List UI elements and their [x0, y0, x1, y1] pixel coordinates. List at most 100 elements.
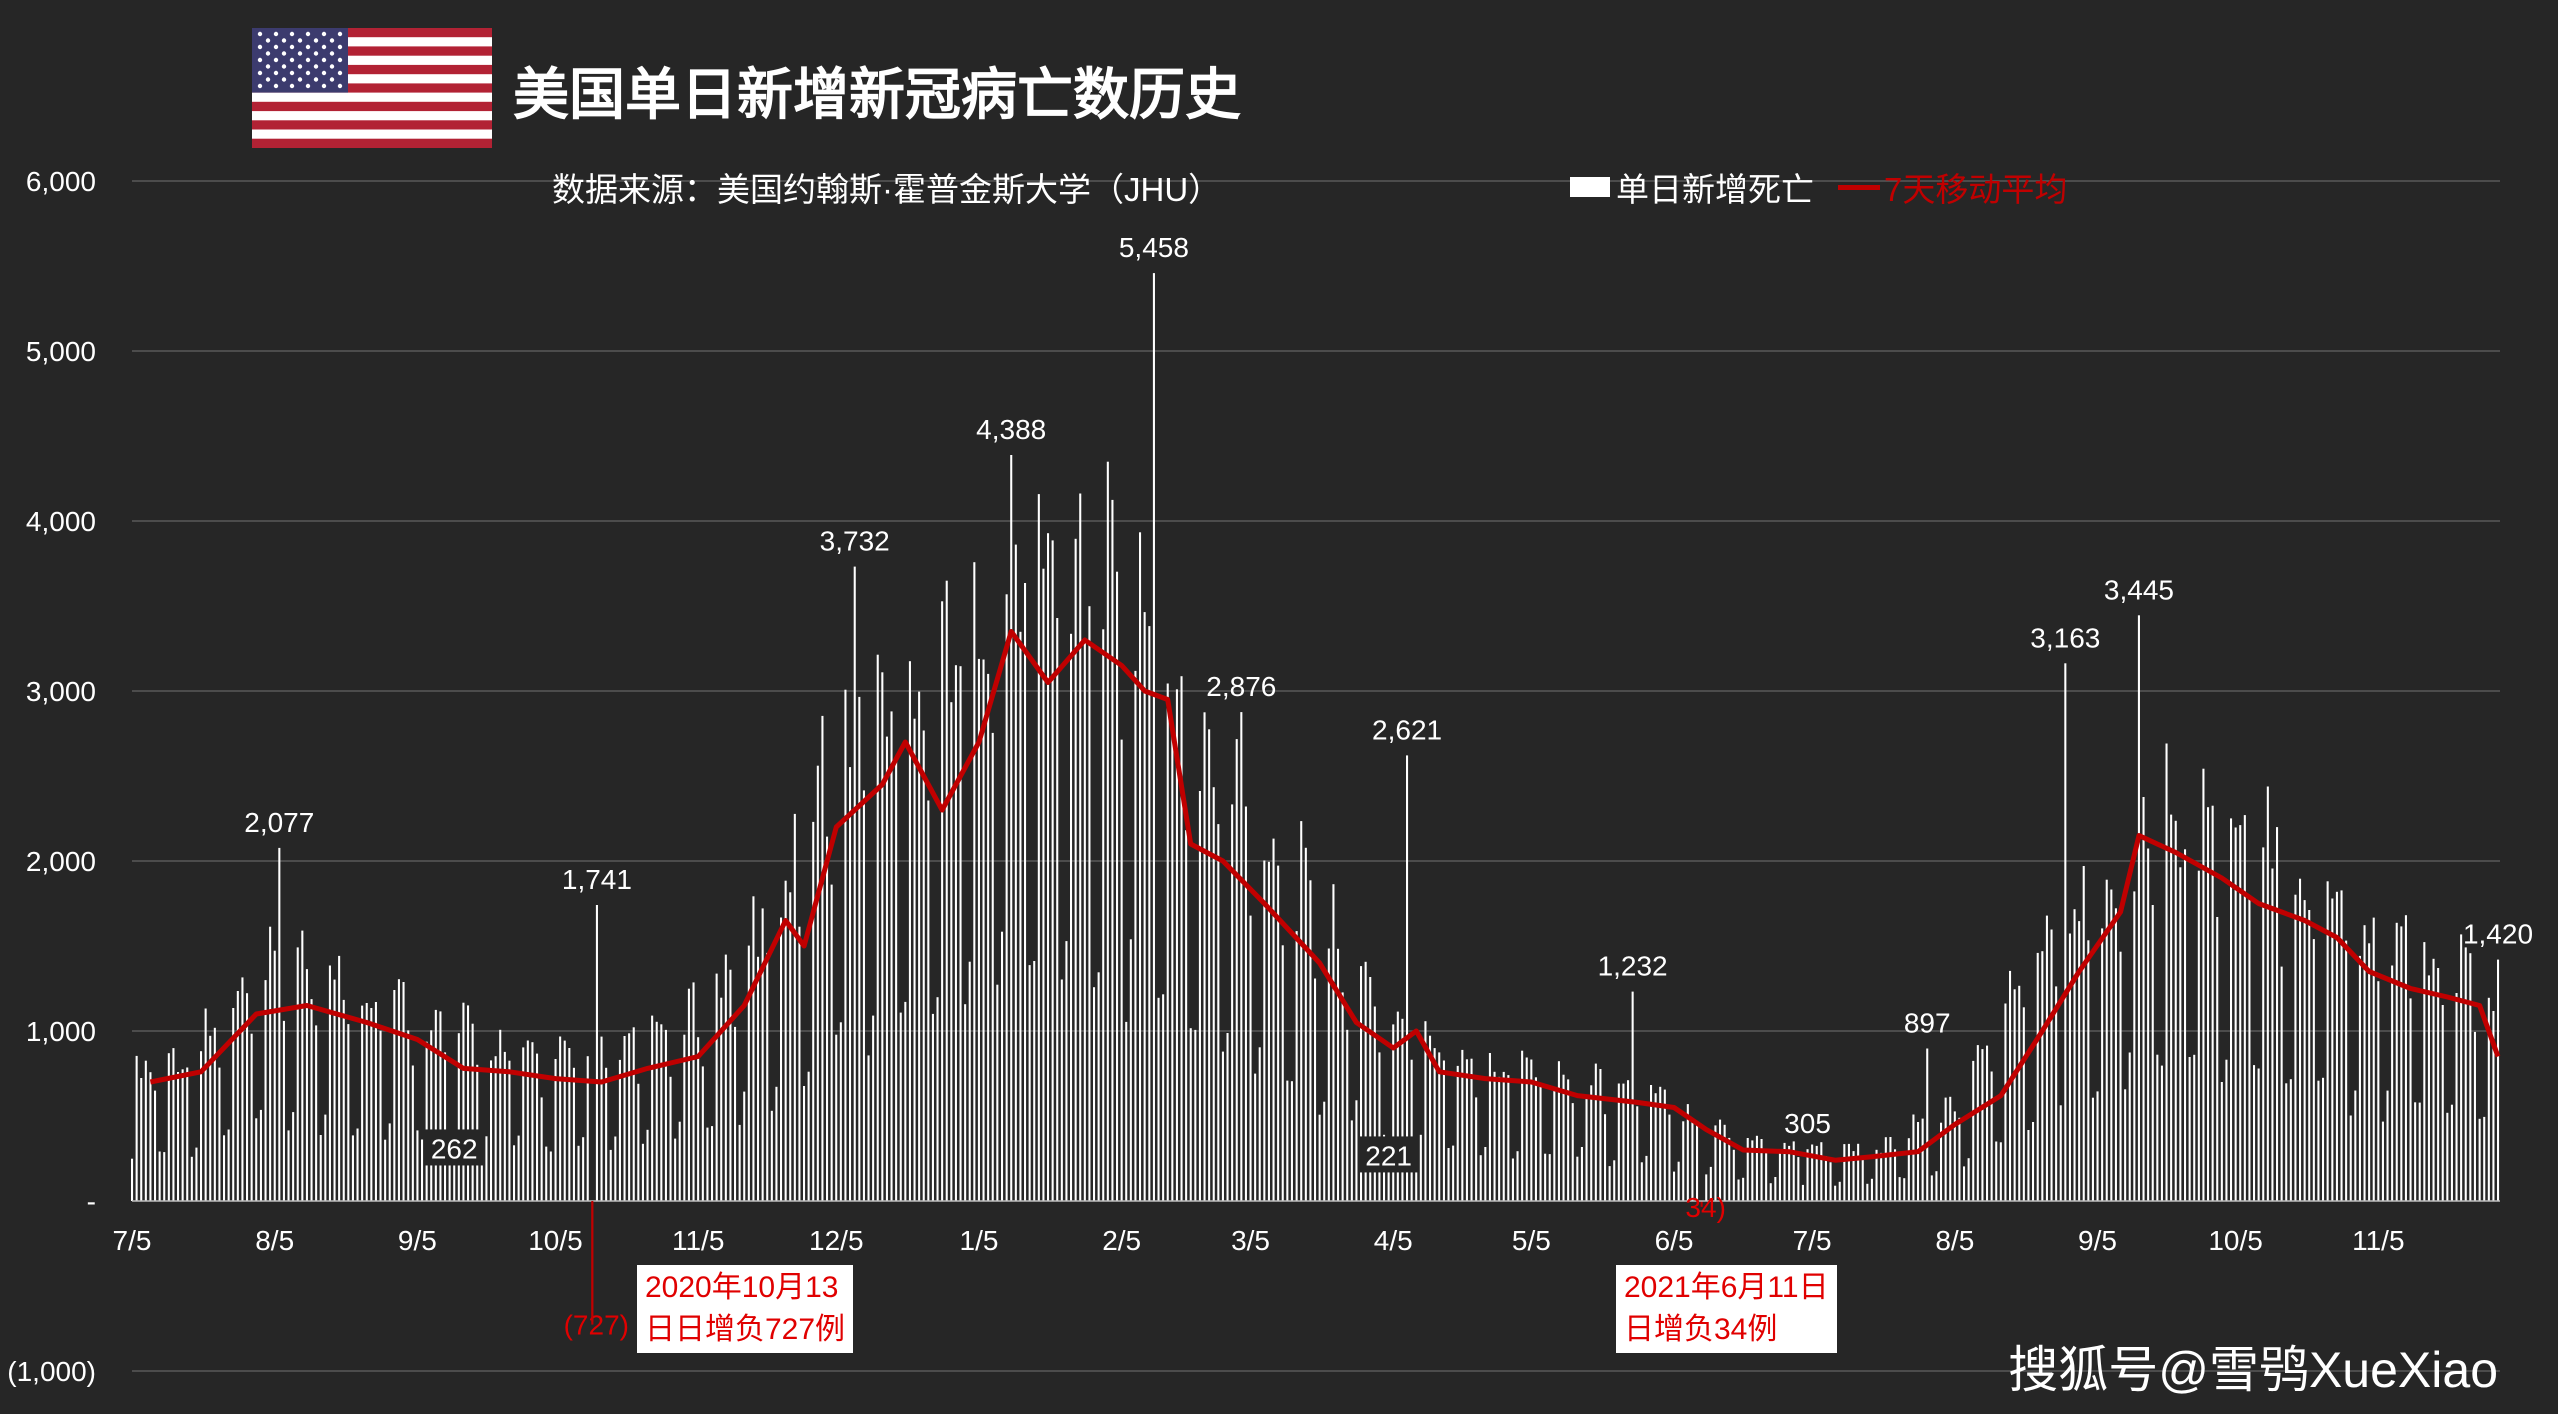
daily-deaths-bar	[743, 1091, 746, 1201]
x-tick-label: 8/5	[255, 1225, 294, 1256]
daily-deaths-bar	[1419, 1134, 1422, 1201]
daily-deaths-bar	[1673, 1171, 1676, 1201]
daily-deaths-bar	[2073, 909, 2076, 1201]
daily-deaths-bar	[1162, 994, 1165, 1201]
flag-star	[321, 83, 327, 89]
daily-deaths-bar	[1502, 1071, 1505, 1201]
daily-deaths-bar	[1700, 1201, 1703, 1207]
daily-deaths-bar	[1976, 1045, 1979, 1201]
daily-deaths-bar	[729, 969, 732, 1201]
daily-deaths-bar	[2239, 825, 2242, 1201]
daily-deaths-bar	[1889, 1137, 1892, 1201]
daily-deaths-bar	[1470, 1058, 1473, 1201]
daily-deaths-bar	[1047, 533, 1050, 1201]
daily-deaths-bar	[876, 654, 879, 1201]
daily-deaths-bar	[503, 1051, 506, 1201]
daily-deaths-bar	[1221, 1051, 1224, 1201]
daily-deaths-bar	[1967, 1158, 1970, 1201]
x-tick-label: 9/5	[2078, 1225, 2117, 1256]
daily-deaths-bar	[2197, 870, 2200, 1201]
data-label: 897	[1904, 1008, 1951, 1039]
daily-deaths-bar	[2128, 1052, 2131, 1201]
daily-deaths-bar	[885, 736, 888, 1201]
daily-deaths-bar	[2096, 1091, 2099, 1201]
daily-deaths-bar	[236, 991, 239, 1201]
daily-deaths-bar	[1926, 1048, 1929, 1201]
flag-star	[321, 57, 327, 63]
daily-deaths-bar	[2207, 807, 2210, 1201]
daily-deaths-bar	[471, 1023, 474, 1201]
daily-deaths-bar	[1921, 1118, 1924, 1201]
daily-deaths-bar	[1852, 1151, 1855, 1201]
daily-deaths-bar	[2036, 952, 2039, 1201]
watermark: 搜狐号@雪鸮XueXiao	[2008, 1342, 2498, 1398]
daily-deaths-bar	[2358, 955, 2361, 1201]
data-label: 34)	[1685, 1192, 1725, 1223]
daily-deaths-bar	[131, 1158, 134, 1201]
daily-deaths-bar	[526, 1040, 529, 1201]
daily-deaths-bar	[407, 1030, 410, 1201]
daily-deaths-bar	[826, 836, 829, 1201]
daily-deaths-bar	[370, 1008, 373, 1201]
flag-star	[313, 64, 319, 69]
data-label-box	[1358, 1136, 1419, 1173]
data-label: 305	[1784, 1108, 1831, 1139]
daily-deaths-bar	[2354, 1090, 2357, 1201]
y-tick-label: 2,000	[26, 846, 96, 877]
daily-deaths-bar	[1723, 1124, 1726, 1201]
daily-deaths-bar	[862, 790, 865, 1201]
daily-deaths-bar	[2078, 921, 2081, 1201]
daily-deaths-bar	[775, 1086, 778, 1201]
daily-deaths-bar	[1281, 945, 1284, 1201]
daily-deaths-bar	[798, 926, 801, 1201]
daily-deaths-bar	[1185, 830, 1188, 1201]
daily-deaths-bar	[2064, 663, 2067, 1201]
daily-deaths-bar	[1935, 1171, 1938, 1201]
flag-star	[297, 64, 303, 69]
daily-deaths-bar	[1406, 755, 1409, 1201]
daily-deaths-bar	[2160, 1065, 2163, 1201]
flag-star	[305, 44, 311, 50]
daily-deaths-bar	[2303, 900, 2306, 1201]
daily-deaths-bar	[605, 1067, 608, 1201]
daily-deaths-bar	[421, 1139, 424, 1201]
daily-deaths-bar	[200, 1051, 203, 1201]
daily-deaths-bar	[1797, 1157, 1800, 1201]
daily-deaths-bar	[2363, 925, 2366, 1201]
daily-deaths-bar	[1461, 1049, 1464, 1201]
daily-deaths-bar	[2045, 915, 2048, 1201]
daily-deaths-bar	[1958, 1117, 1961, 1201]
daily-deaths-bar	[1953, 1111, 1956, 1201]
daily-deaths-bar	[987, 673, 990, 1201]
daily-deaths-bar	[2441, 1005, 2444, 1201]
daily-deaths-bar	[2427, 975, 2430, 1201]
daily-deaths-bar	[361, 1005, 364, 1201]
daily-deaths-bar	[2124, 1089, 2127, 1201]
x-tick-label: 11/5	[672, 1225, 724, 1256]
daily-deaths-bar	[1709, 1166, 1712, 1201]
daily-deaths-bar	[2257, 1068, 2260, 1201]
daily-deaths-bar	[1369, 977, 1372, 1201]
flag-star	[281, 51, 287, 56]
daily-deaths-bar	[2326, 881, 2329, 1201]
daily-deaths-bar	[1866, 1183, 1869, 1201]
daily-deaths-bar	[941, 601, 944, 1201]
daily-deaths-bar	[687, 988, 690, 1201]
daily-deaths-bar	[1116, 571, 1119, 1201]
daily-deaths-bar	[1093, 987, 1096, 1201]
daily-deaths-bar	[1760, 1139, 1763, 1201]
daily-deaths-bar	[1129, 939, 1132, 1201]
flag-star	[273, 83, 279, 89]
flag-star	[321, 44, 327, 50]
daily-deaths-bar	[1231, 804, 1234, 1201]
daily-deaths-bar	[1705, 1174, 1708, 1201]
daily-deaths-bar	[895, 759, 898, 1201]
data-label: 1,232	[1598, 951, 1668, 982]
daily-deaths-bar	[2234, 827, 2237, 1201]
daily-deaths-bar	[1037, 494, 1040, 1202]
daily-deaths-bar	[1668, 1114, 1671, 1201]
page-title: 美国单日新增新冠病亡数历史	[513, 63, 1241, 126]
daily-deaths-bar	[195, 1147, 198, 1201]
daily-deaths-bar	[480, 1151, 483, 1201]
daily-deaths-bar	[2331, 898, 2334, 1201]
